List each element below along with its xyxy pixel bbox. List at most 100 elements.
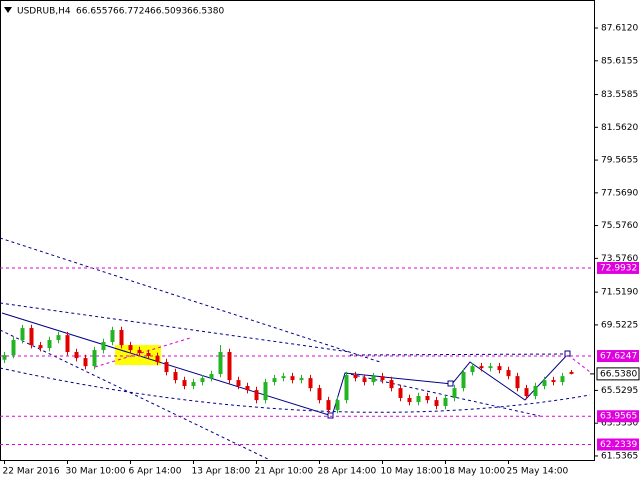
candle-body [452, 388, 457, 398]
y-tick-label: 61.5365 [601, 451, 638, 461]
price-tag [597, 261, 639, 274]
channel-line [0, 302, 351, 353]
candle-body [191, 382, 196, 386]
candle-body [38, 345, 43, 349]
dropdown-arrow[interactable] [4, 7, 12, 13]
channel-line [349, 353, 569, 356]
candle-body [335, 400, 340, 411]
price-tag [597, 410, 639, 423]
candle-body [326, 400, 331, 411]
candle-body [515, 376, 520, 389]
candle-body [245, 385, 250, 391]
candle-body [110, 330, 115, 343]
x-tick-label: 22 Mar 2016 [3, 467, 60, 477]
candle-body [389, 380, 394, 389]
y-tick-label: 69.5225 [601, 320, 638, 330]
y-tick-label: 85.6155 [601, 56, 638, 66]
candle-body [353, 374, 358, 379]
candle-body [371, 376, 376, 383]
x-tick-label: 30 Mar 10:00 [66, 467, 126, 477]
header-low: 66.5093 [150, 7, 187, 17]
channel-line [0, 237, 381, 363]
candle-body [200, 378, 205, 383]
candle-body [560, 376, 565, 383]
candle-body [497, 366, 502, 371]
candle-body [65, 335, 70, 353]
candle-body [569, 371, 574, 374]
candle-body [443, 397, 448, 407]
channel-curve [0, 367, 591, 413]
y-tick-label: 63.5330 [601, 419, 638, 429]
candle-body [506, 370, 511, 377]
candle-body [29, 328, 34, 346]
candle-body [380, 376, 385, 381]
candle-body [272, 378, 277, 383]
candle-body [11, 340, 16, 356]
price-tag-label: 67.6247 [600, 352, 637, 362]
x-tick-label: 13 Apr 18:00 [192, 467, 251, 477]
candle-body [470, 366, 475, 373]
y-tick-label: 75.5760 [601, 221, 638, 231]
candle-body [119, 330, 124, 346]
candle-body [290, 376, 295, 381]
candle-body [398, 388, 403, 398]
symbol-label: USDRUB,H4 [17, 7, 71, 17]
candle-body [281, 376, 286, 379]
candle-body [308, 378, 313, 389]
candle-body [56, 335, 61, 341]
price-tag [597, 438, 639, 451]
forecast-line [567, 354, 591, 373]
y-tick-label: 65.5295 [601, 386, 638, 396]
y-tick-label: 73.5760 [601, 254, 638, 264]
anchor-point [564, 350, 571, 357]
candle-body [155, 355, 160, 363]
candle-body [74, 352, 79, 359]
y-tick-label: 77.5690 [601, 188, 638, 198]
x-tick-label: 10 May 18:00 [381, 467, 443, 477]
price-tag-label: 63.9565 [600, 412, 637, 422]
plot-frame [0, 0, 595, 461]
candle-body [236, 380, 241, 386]
x-tick-label: 25 May 14:00 [507, 467, 569, 477]
candle-body [317, 388, 322, 401]
candle-body [407, 397, 412, 403]
current-price-tag [596, 367, 640, 381]
candle-body [2, 355, 7, 360]
x-tick-label: 18 May 10:00 [444, 467, 506, 477]
y-tick-label: 71.5190 [601, 288, 638, 298]
candle-body [425, 395, 430, 401]
candle-body [83, 358, 88, 367]
header-close: 66.5380 [187, 7, 224, 17]
candle-body [128, 345, 133, 351]
candle-body [47, 340, 52, 349]
candle-body [344, 374, 349, 401]
candle-body [542, 380, 547, 386]
candle-body [218, 352, 223, 375]
price-tag-label: 72.9932 [600, 263, 637, 273]
candle-body [209, 374, 214, 379]
candle-body [362, 378, 367, 383]
header-open: 66.6557 [76, 7, 113, 17]
y-tick-label: 79.5655 [601, 156, 638, 166]
anchor-point [327, 412, 334, 419]
candle-body [173, 372, 178, 381]
y-tick-label: 83.5585 [601, 90, 638, 100]
candle-body [137, 350, 142, 354]
x-tick-label: 21 Apr 10:00 [255, 467, 314, 477]
candle-body [92, 350, 97, 367]
candle-body [299, 378, 304, 381]
price-tag [597, 350, 639, 363]
candle-body [461, 372, 466, 389]
forecast-line [94, 337, 191, 368]
candle-body [182, 380, 187, 386]
candle-body [524, 388, 529, 396]
candle-body [146, 353, 151, 356]
y-tick-label: 87.6120 [601, 24, 638, 34]
x-tick-label: 6 Apr 14:00 [129, 467, 182, 477]
candle-body [434, 400, 439, 407]
candle-body [164, 362, 169, 373]
candle-body [488, 366, 493, 369]
candle-body [101, 342, 106, 351]
